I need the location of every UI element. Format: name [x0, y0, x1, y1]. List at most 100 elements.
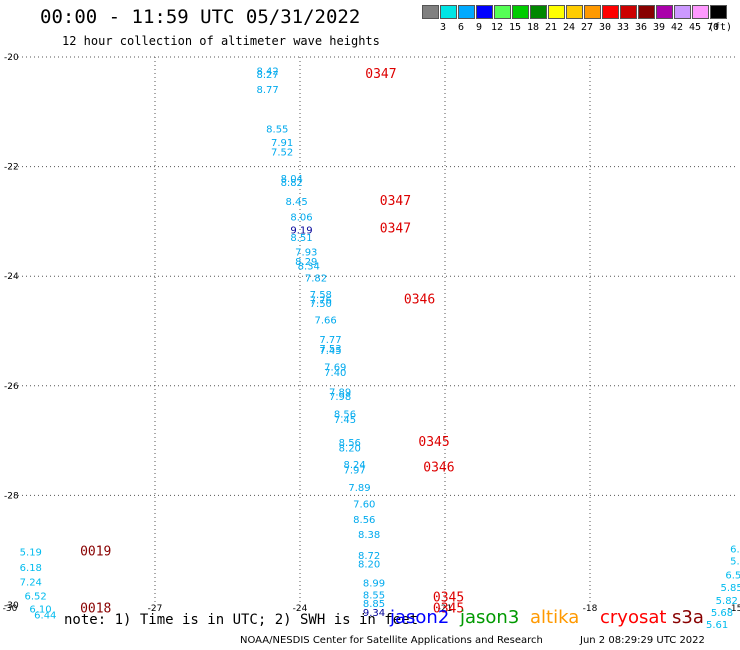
wave-height-label: 8.77 [257, 85, 279, 96]
y-tick-label: -22 [4, 163, 19, 173]
wave-height-label: 9.34 [363, 608, 385, 619]
scale-swatch [674, 5, 691, 19]
wave-height-label: 8.56 [353, 515, 375, 526]
scale-label: 12 [490, 22, 504, 33]
wave-height-label: 7.24 [20, 577, 42, 588]
wave-height-label: 7.82 [305, 274, 327, 285]
x-tick-label: -24 [293, 604, 308, 614]
scale-unit: (ft) [708, 22, 733, 33]
wave-height-label: 7.53 [319, 344, 341, 355]
wave-height-label: 6.18 [20, 563, 42, 574]
scale-swatch [656, 5, 673, 19]
pass-time-label: 0347 [365, 67, 396, 82]
wave-height-label: 7.66 [315, 315, 337, 326]
scale-label: 24 [562, 22, 576, 33]
wave-height-label: 8.42 [257, 67, 279, 78]
scale-swatch [584, 5, 601, 19]
scale-label: 15 [508, 22, 522, 33]
legend-cryosat: cryosat [600, 607, 667, 628]
y-tick-label: -26 [4, 382, 19, 392]
pass-time-label: 0347 [380, 221, 411, 236]
wave-height-label: 8.51 [290, 233, 312, 244]
wave-height-label: 8.06 [290, 212, 312, 223]
wave-height-label: 8.55 [363, 590, 385, 601]
scale-label: 21 [544, 22, 558, 33]
wave-height-label: 8.29 [295, 257, 317, 268]
scale-label: 18 [526, 22, 540, 33]
wave-height-label: 9.19 [290, 225, 312, 236]
wave-height-label: 8.04 [281, 174, 303, 185]
scale-swatch [440, 5, 457, 19]
scale-swatch [602, 5, 619, 19]
scale-swatch [548, 5, 565, 19]
wave-height-label: 7.45 [334, 415, 356, 426]
y-tick-label: -24 [4, 272, 19, 282]
wave-height-label: 7.89 [329, 388, 351, 399]
scale-label: 3 [439, 22, 447, 33]
wave-height-label: 5. [730, 556, 740, 567]
legend-jason2: jason2 [390, 607, 450, 628]
x-tick-label: -15 [728, 604, 740, 614]
wave-height-label: 8.45 [286, 197, 308, 208]
scale-swatch [476, 5, 493, 19]
y-tick-label: -28 [4, 491, 19, 501]
wave-height-label: 5.68 [711, 608, 733, 619]
scale-swatch [530, 5, 547, 19]
scale-label: 36 [634, 22, 648, 33]
wave-height-label: 7.89 [348, 483, 370, 494]
x-tick-label: -30 [3, 604, 18, 614]
chart-title: 00:00 - 11:59 UTC 05/31/2022 [40, 6, 361, 28]
scale-label: 45 [688, 22, 702, 33]
wave-height-label: 5.85 [721, 583, 740, 594]
wave-height-label: 7.45 [319, 346, 341, 357]
wave-height-label: 7.69 [324, 362, 346, 373]
wave-height-label: 7.58 [310, 290, 332, 301]
pass-time-label: 0347 [380, 194, 411, 209]
wave-height-label: 7.93 [295, 247, 317, 258]
pass-time-label: 0019 [80, 545, 111, 560]
x-tick-label: -21 [438, 604, 453, 614]
scale-label: 42 [670, 22, 684, 33]
scale-swatch [494, 5, 511, 19]
wave-height-label: 8.27 [257, 70, 279, 81]
wave-height-label: 6.5 [725, 571, 740, 582]
wave-height-label: 8.56 [339, 438, 361, 449]
wave-height-label: 8.85 [363, 599, 385, 610]
wave-height-label: 8.34 [298, 262, 320, 273]
wave-height-label: 8.99 [363, 578, 385, 589]
wave-height-label: 7.98 [329, 392, 351, 403]
wave-height-label: 6. [730, 544, 740, 555]
wave-height-label: 5.61 [706, 620, 728, 631]
wave-height-label: 8.38 [358, 530, 380, 541]
footer-credit: NOAA/NESDIS Center for Satellite Applica… [240, 635, 543, 646]
y-tick-label: -20 [4, 53, 19, 63]
wave-height-label: 8.82 [281, 178, 303, 189]
scale-label: 33 [616, 22, 630, 33]
pass-time-label: 0345 [433, 602, 464, 617]
scale-label: 6 [457, 22, 465, 33]
scale-swatch [710, 5, 727, 19]
scale-swatch [620, 5, 637, 19]
wave-height-label: 6.10 [29, 605, 51, 616]
wave-height-label: 7.50 [310, 299, 332, 310]
wave-height-label: 5.82 [716, 596, 738, 607]
pass-time-label: 0345 [433, 591, 464, 606]
scale-label: 27 [580, 22, 594, 33]
pass-time-label: 0346 [404, 293, 435, 308]
x-tick-label: -27 [148, 604, 163, 614]
scale-swatch [566, 5, 583, 19]
wave-height-label: 7.97 [344, 465, 366, 476]
legend-altika: altika [530, 607, 580, 628]
chart-subtitle: 12 hour collection of altimeter wave hei… [62, 34, 380, 48]
scale-swatch [512, 5, 529, 19]
scale-label: 70 [706, 22, 720, 33]
wave-height-label: 8.72 [358, 551, 380, 562]
scale-swatch [692, 5, 709, 19]
wave-height-label: 7.76 [310, 296, 332, 307]
scale-swatch [422, 5, 439, 19]
wave-height-label: 6.52 [25, 592, 47, 603]
pass-time-label: 0345 [418, 435, 449, 450]
scale-swatch [458, 5, 475, 19]
wave-height-label: 7.40 [324, 368, 346, 379]
wave-height-label: 7.77 [319, 335, 341, 346]
